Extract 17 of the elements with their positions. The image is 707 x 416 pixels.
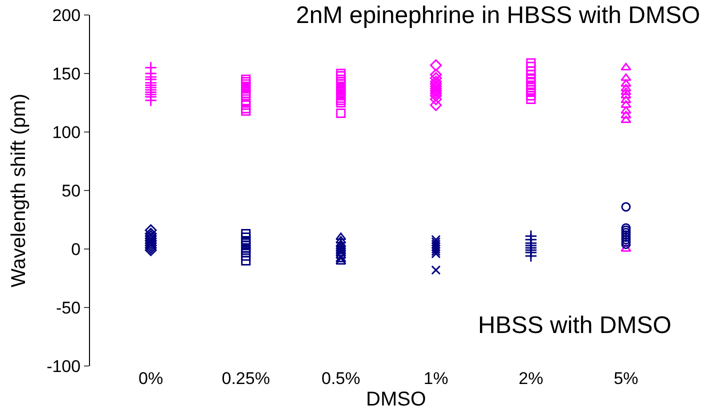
x-tick-label: 1%: [424, 369, 448, 388]
x-tick-label: 0.5%: [322, 369, 360, 388]
y-tick-label: 50: [62, 181, 81, 200]
x-tick-label: 5%: [614, 369, 638, 388]
y-tick-label: 0: [71, 240, 81, 259]
y-tick-label: 150: [52, 64, 81, 84]
x-axis-title: DMSO: [366, 388, 426, 410]
y-tick-label: -50: [56, 298, 81, 318]
y-tick-label: 200: [52, 6, 81, 25]
annotation: 2nM epinephrine in HBSS with DMSO: [296, 2, 700, 29]
annotation: HBSS with DMSO: [478, 312, 672, 339]
x-tick-label: 2%: [518, 369, 544, 388]
y-tick-label: 100: [52, 122, 81, 142]
x-tick-label: 0.25%: [222, 369, 270, 388]
y-axis-title: Wavelength shift (pm): [8, 94, 30, 288]
x-tick-label: 0%: [138, 369, 164, 388]
y-tick-label: -100: [46, 356, 81, 376]
